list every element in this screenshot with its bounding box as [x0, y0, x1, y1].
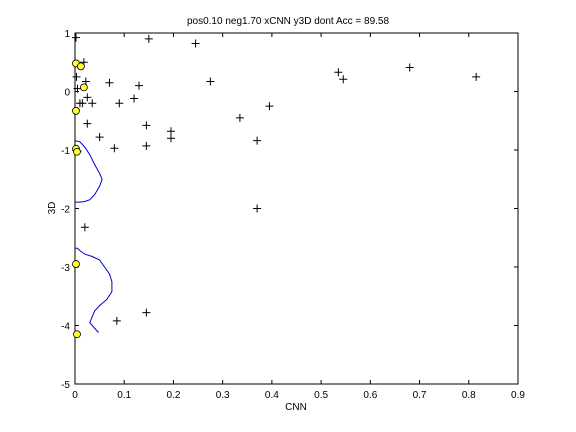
x-tick-label: 0.5	[314, 390, 328, 401]
plus-marker	[72, 72, 81, 81]
y-ticks: 1 0 -1 -2 -3 -4 -5	[61, 29, 518, 391]
x-tick-label: 0.3	[216, 390, 230, 401]
plus-marker	[235, 113, 244, 122]
plus-marker	[78, 99, 87, 108]
y-tick-label: -5	[61, 380, 70, 391]
plus-marker	[73, 84, 82, 93]
circle-marker	[73, 147, 81, 156]
circle-marker	[73, 330, 81, 339]
plus-marker	[405, 63, 414, 72]
series-layer	[71, 33, 481, 339]
circle-marker	[77, 62, 85, 71]
plus-marker	[83, 119, 92, 128]
plus-marker	[265, 102, 274, 111]
chart-title: pos0.10 neg1.70 xCNN y3D dont Acc = 89.5…	[187, 16, 390, 27]
y-axis-label: 3D	[47, 202, 58, 215]
plus-marker	[95, 133, 104, 142]
plus-marker	[71, 33, 80, 42]
plus-marker	[166, 127, 175, 136]
plus-marker	[115, 99, 124, 108]
plus-marker	[112, 316, 121, 325]
circle-marker	[79, 83, 88, 92]
x-tick-label: 0	[72, 390, 78, 401]
plus-marker	[206, 77, 215, 86]
y-tick-label: -3	[61, 263, 70, 274]
plus-marker	[253, 136, 262, 145]
x-tick-label: 0.7	[413, 390, 427, 401]
y-tick-label: 0	[64, 88, 70, 99]
plus-marker	[142, 141, 151, 150]
x-tick-label: 0.6	[363, 390, 377, 401]
x-ticks: 0 0.1 0.2 0.3 0.4 0.5 0.6 0.7 0.8 0.9	[72, 33, 525, 401]
plus-marker	[166, 134, 175, 143]
x-tick-label: 0.2	[166, 390, 180, 401]
plus-marker	[339, 75, 348, 84]
x-tick-label: 0.8	[462, 390, 476, 401]
plus-marker	[142, 121, 151, 130]
plus-marker	[142, 308, 151, 317]
y-tick-label: -4	[61, 322, 70, 333]
plus-marker	[134, 81, 143, 90]
plus-marker	[130, 94, 139, 103]
y-tick-label: -2	[61, 205, 70, 216]
x-axis-label: CNN	[285, 402, 307, 413]
plus-marker	[83, 93, 92, 102]
plus-marker	[472, 72, 481, 81]
plus-marker	[334, 68, 343, 77]
circle-marker	[72, 106, 80, 115]
plus-marker	[253, 204, 262, 213]
density-curve	[75, 247, 113, 333]
plus-marker	[110, 144, 119, 153]
x-tick-label: 0.9	[511, 390, 525, 401]
circle-marker	[72, 260, 80, 268]
plus-marker	[191, 39, 200, 48]
plus-marker	[105, 78, 114, 87]
x-tick-label: 0.1	[117, 390, 131, 401]
plus-marker	[88, 99, 97, 108]
plus-marker	[80, 223, 89, 232]
plus-marker	[144, 34, 153, 43]
x-tick-label: 0.4	[265, 390, 279, 401]
y-tick-label: 1	[64, 29, 70, 40]
density-curve	[74, 140, 103, 203]
y-tick-label: -1	[61, 146, 70, 157]
